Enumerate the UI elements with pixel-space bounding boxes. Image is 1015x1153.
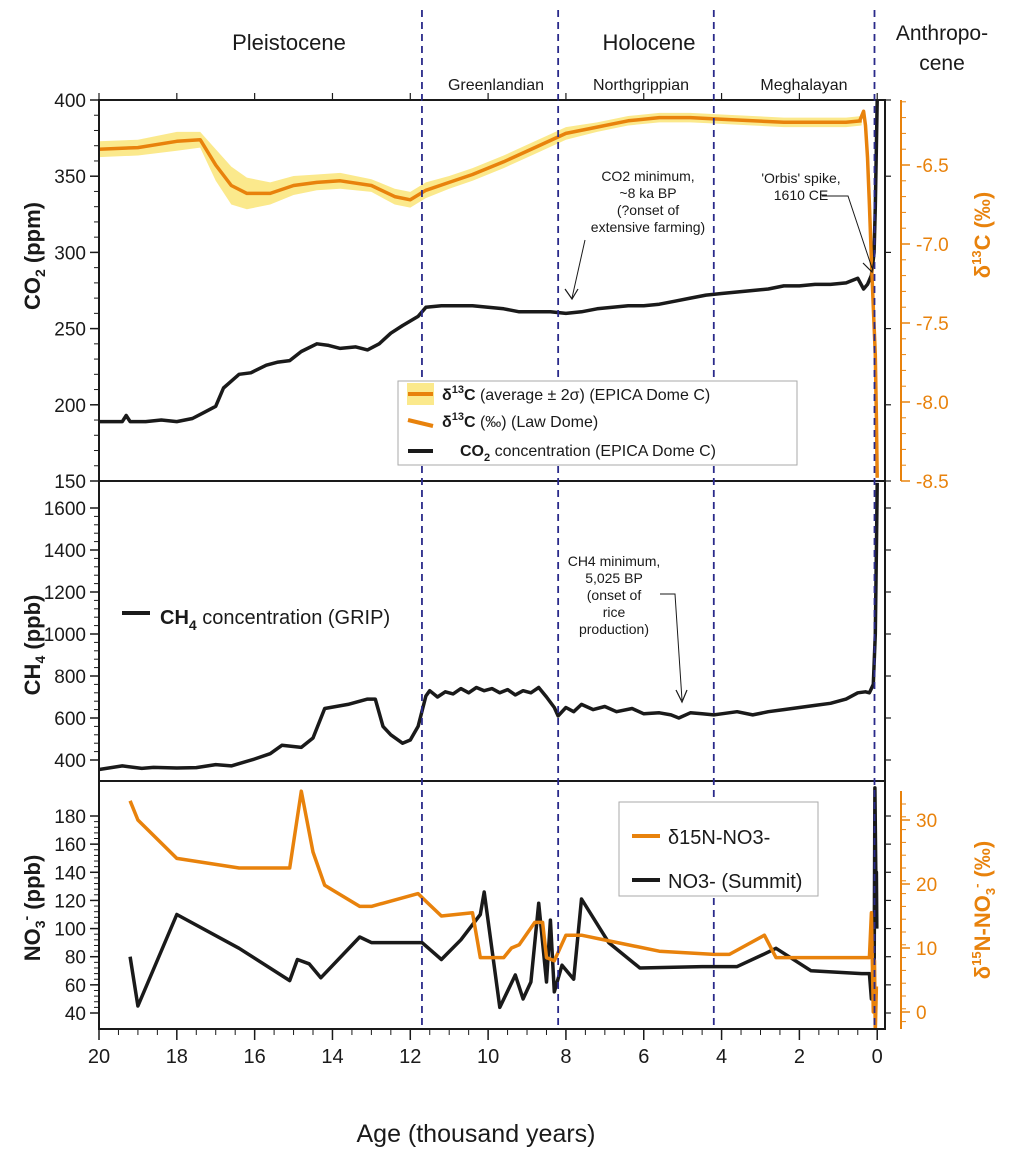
no3-y2tick-label: 0 (916, 1003, 927, 1024)
co2-ytick-label: 150 (54, 472, 86, 493)
co2-series-line-1 (99, 115, 862, 202)
co2-y2tick-label: -8.5 (916, 472, 949, 493)
co2-y2tick-label: -7.0 (916, 235, 949, 256)
ch4-panel-legend: CH4 concentration (GRIP) (122, 607, 390, 633)
d13c-axis-title: δ13C (‰) (969, 192, 995, 278)
co2-min-arrow (571, 239, 586, 299)
x-tick-label: 20 (88, 1046, 110, 1068)
epoch-boundary-layer (421, 10, 876, 1029)
ch4-min-line-1: CH4 minimum, (568, 553, 661, 569)
epoch-pleistocene-label: Pleistocene (232, 30, 346, 55)
axis-layer: 150200250300350400-8.5-8.0-7.5-7.0-6.540… (44, 91, 949, 1068)
svg-text:δ13C (‰) (Law Dome): δ13C (‰) (Law Dome) (442, 411, 598, 431)
co2-series-line-0 (99, 100, 879, 424)
x-axis-title: Age (thousand years) (356, 1120, 595, 1148)
co2-min-line-1: CO2 minimum, (601, 168, 694, 184)
epoch-anthropocene-label-2: cene (919, 52, 965, 75)
ch4-ytick-label: 1600 (44, 499, 86, 520)
co2-ytick-label: 350 (54, 167, 86, 188)
x-tick-label: 8 (560, 1046, 571, 1068)
ch4-ytick-label: 400 (54, 751, 86, 772)
ch4-series-line-0 (99, 482, 879, 772)
co2-ytick-label: 250 (54, 320, 86, 341)
age-greenlandian-label: Greenlandian (448, 77, 544, 94)
legend-co2-label: concentration (EPICA Dome C) (495, 443, 716, 460)
no3-y2tick-label: 10 (916, 939, 937, 960)
no3-panel-legend: δ15N-NO3- NO3- (Summit) (618, 801, 819, 897)
orbis-arrow (822, 195, 873, 269)
co2-min-line-4: extensive farming) (591, 219, 705, 235)
age-meghalayan-label: Meghalayan (760, 77, 847, 94)
no3-ytick-label: 160 (54, 835, 86, 856)
co2-series-line-2 (858, 109, 879, 478)
no3-y2tick-label: 20 (916, 875, 937, 896)
x-tick-label: 0 (872, 1046, 883, 1068)
ch4-ytick-label: 1400 (44, 541, 86, 562)
x-tick-label: 10 (477, 1046, 499, 1068)
co2-ytick-label: 300 (54, 243, 86, 264)
co2-min-arrowhead (564, 288, 579, 301)
series-layer (99, 100, 879, 1029)
no3-ytick-label: 180 (54, 807, 86, 828)
no3-ytick-label: 40 (65, 1004, 86, 1025)
svg-text:CO2 concentration (EPICA Dome: CO2 concentration (EPICA Dome C) (460, 443, 716, 464)
ch4-min-line-4: rice (603, 604, 626, 620)
orbis-spike-annotation: 'Orbis' spike, 1610 CE (761, 170, 875, 274)
co2-y2tick-label: -8.0 (916, 393, 949, 414)
age-northgrippian-label: Northgrippian (593, 77, 689, 94)
co2-min-line-3: (?onset of (617, 202, 679, 218)
no3-series-line-0 (128, 786, 879, 1010)
ch4-min-arrow (660, 593, 683, 701)
legend-no3-label: NO3- (Summit) (668, 871, 802, 893)
ch4-ytick-label: 800 (54, 667, 86, 688)
no3-ytick-label: 60 (65, 976, 86, 997)
co2-ytick-label: 400 (54, 91, 86, 112)
svg-text:δ13C (average ± 2σ) (EPICA Dom: δ13C (average ± 2σ) (EPICA Dome C) (442, 384, 710, 404)
svg-text:CH4 concentration (GRIP): CH4 concentration (GRIP) (160, 607, 390, 633)
orbis-arrowhead (862, 258, 875, 274)
co2-minimum-annotation: CO2 minimum, ~8 ka BP (?onset of extensi… (564, 168, 705, 301)
legend-d13c-epica-label: (average ± 2σ) (EPICA Dome C) (480, 387, 710, 404)
co2-ytick-label: 200 (54, 396, 86, 417)
ch4-ytick-label: 600 (54, 709, 86, 730)
ch4-ytick-label: 1200 (44, 583, 86, 604)
co2-min-line-2: ~8 ka BP (619, 185, 676, 201)
ch4-axis-title: CH4 (ppb) (20, 595, 48, 696)
co2-panel-legend: δ13C (average ± 2σ) (EPICA Dome C) δ13C … (397, 380, 798, 466)
x-tick-label: 12 (399, 1046, 421, 1068)
ch4-minimum-annotation: CH4 minimum, 5,025 BP (onset of rice pro… (568, 553, 688, 704)
x-tick-label: 16 (244, 1046, 266, 1068)
co2-y2tick-label: -7.5 (916, 314, 949, 335)
orbis-line-1: 'Orbis' spike, (761, 170, 840, 186)
co2-y2tick-label: -6.5 (916, 156, 949, 177)
co2-axis-title: CO2 (ppm) (20, 202, 48, 310)
legend-d15n-label: δ15N-NO3- (668, 827, 770, 849)
epoch-anthropocene-label-1: Anthropo- (896, 22, 988, 45)
no3-y2tick-label: 30 (916, 811, 937, 832)
orbis-line-2: 1610 CE (774, 187, 828, 203)
no3-ytick-label: 100 (54, 920, 86, 941)
legend-d13c-law-swatch (407, 418, 434, 428)
no3-ytick-label: 140 (54, 863, 86, 884)
ch4-min-line-2: 5,025 BP (585, 570, 643, 586)
d15n-axis-title: δ15N-NO3- (‰) (969, 841, 998, 979)
no3-series-line-1 (128, 789, 879, 1029)
x-tick-label: 2 (794, 1046, 805, 1068)
x-tick-label: 18 (166, 1046, 188, 1068)
legend-ch4-label: concentration (GRIP) (202, 607, 390, 629)
x-tick-label: 6 (638, 1046, 649, 1068)
ch4-min-arrowhead (675, 689, 688, 704)
epoch-holocene-label: Holocene (603, 30, 696, 55)
no3-axis-title: NO3- (ppb) (18, 855, 48, 962)
ch4-min-line-3: (onset of (587, 587, 642, 603)
no3-ytick-label: 80 (65, 948, 86, 969)
ch4-ytick-label: 1000 (44, 625, 86, 646)
x-tick-label: 4 (716, 1046, 727, 1068)
no3-ytick-label: 120 (54, 891, 86, 912)
legend-d13c-law-label: (‰) (Law Dome) (480, 414, 598, 431)
x-tick-label: 14 (321, 1046, 343, 1068)
ch4-min-line-5: production) (579, 621, 649, 637)
